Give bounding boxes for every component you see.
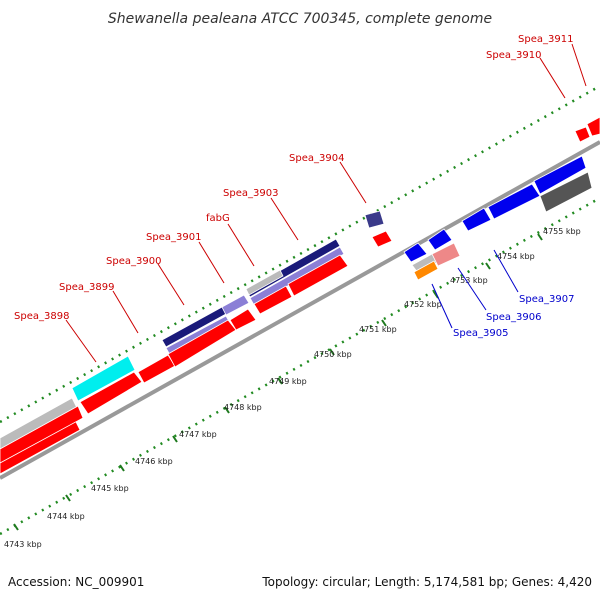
leader-line bbox=[457, 267, 487, 311]
kbp-label: 4753 kbp bbox=[450, 276, 488, 285]
kbp-label: 4745 kbp bbox=[91, 484, 129, 493]
kbp-label: 4754 kbp bbox=[497, 252, 535, 261]
cds-arrow bbox=[431, 242, 461, 267]
cds-arrow bbox=[287, 254, 349, 297]
major-ticks bbox=[13, 233, 543, 531]
kbp-label: 4749 kbp bbox=[269, 377, 307, 386]
annotation-lavender-bar bbox=[221, 294, 250, 316]
cds-arrow bbox=[413, 260, 439, 281]
kbp-label: 4744 kbp bbox=[47, 512, 85, 521]
gene-label-spea-3900: Spea_3900 bbox=[106, 256, 161, 267]
leader-line bbox=[571, 43, 587, 87]
gene-label-spea-3906: Spea_3906 bbox=[486, 312, 541, 323]
kbp-label: 4748 kbp bbox=[224, 403, 262, 412]
kbp-label: 4750 kbp bbox=[314, 350, 352, 359]
cds-arrow bbox=[371, 230, 393, 248]
gene-label-spea-3905: Spea_3905 bbox=[453, 328, 508, 339]
leader-line bbox=[65, 319, 97, 363]
leader-line bbox=[227, 223, 255, 267]
leader-line bbox=[493, 249, 519, 293]
leader-line bbox=[198, 241, 225, 284]
genome-backbone bbox=[0, 140, 600, 480]
map-title: Shewanella pealeana ATCC 700345, complet… bbox=[108, 11, 492, 27]
cds-arrow bbox=[403, 242, 428, 263]
cds-arrow bbox=[137, 354, 176, 384]
leader-line bbox=[431, 283, 453, 329]
cds-arrow bbox=[79, 371, 143, 415]
cds-arrow bbox=[229, 308, 257, 331]
cds-arrow bbox=[253, 285, 293, 315]
gene-label-spea-3898: Spea_3898 bbox=[14, 311, 69, 322]
gene-label-spea-3907: Spea_3907 bbox=[519, 294, 574, 305]
cds-arrow bbox=[586, 116, 600, 137]
forward-genes bbox=[0, 116, 600, 475]
gene-label-spea-3911: Spea_3911 bbox=[518, 34, 573, 45]
cds-arrow bbox=[533, 155, 587, 195]
forward-gene-labels: Spea_3898 Spea_3899 Spea_3900 Spea_3901 … bbox=[14, 34, 587, 363]
cds-arrow bbox=[574, 126, 591, 143]
gene-label-spea-3903: Spea_3903 bbox=[223, 188, 278, 199]
kbp-label: 4743 kbp bbox=[4, 540, 42, 549]
annotation-bars bbox=[0, 210, 385, 454]
kbp-label: 4747 kbp bbox=[179, 430, 217, 439]
gene-label-spea-3901: Spea_3901 bbox=[146, 232, 201, 243]
gene-label-fabg: fabG bbox=[206, 213, 230, 224]
kbp-label: 4751 kbp bbox=[359, 325, 397, 334]
inner-tick-track bbox=[0, 196, 600, 536]
gene-label-spea-3910: Spea_3910 bbox=[486, 50, 541, 61]
annotation-lavender-bar bbox=[249, 246, 345, 306]
scale-labels: 4743 kbp 4744 kbp 4745 kbp 4746 kbp 4747… bbox=[4, 227, 581, 549]
kbp-label: 4755 kbp bbox=[543, 227, 581, 236]
annotation-cyan-bar bbox=[71, 355, 136, 402]
leader-line bbox=[270, 197, 299, 241]
reverse-genes bbox=[403, 155, 593, 281]
leader-line bbox=[539, 57, 566, 99]
cds-arrow bbox=[427, 228, 453, 251]
gene-label-spea-3904: Spea_3904 bbox=[289, 153, 344, 164]
accession-text: Accession: NC_009901 bbox=[8, 575, 144, 589]
annotation-navy-bar bbox=[364, 210, 385, 229]
reverse-gene-labels: Spea_3905 Spea_3906 Spea_3907 bbox=[431, 249, 574, 339]
annotation-gray-bar bbox=[245, 269, 284, 296]
kbp-label: 4752 kbp bbox=[404, 300, 442, 309]
kbp-label: 4746 kbp bbox=[135, 457, 173, 466]
genome-summary-text: Topology: circular; Length: 5,174,581 bp… bbox=[261, 575, 592, 589]
gene-label-spea-3899: Spea_3899 bbox=[59, 282, 114, 293]
cds-arrow bbox=[461, 207, 492, 232]
leader-line bbox=[157, 263, 185, 306]
cds-arrow bbox=[539, 171, 593, 213]
leader-line bbox=[112, 290, 139, 334]
leader-line bbox=[339, 161, 367, 204]
cds-arrow bbox=[0, 405, 84, 464]
